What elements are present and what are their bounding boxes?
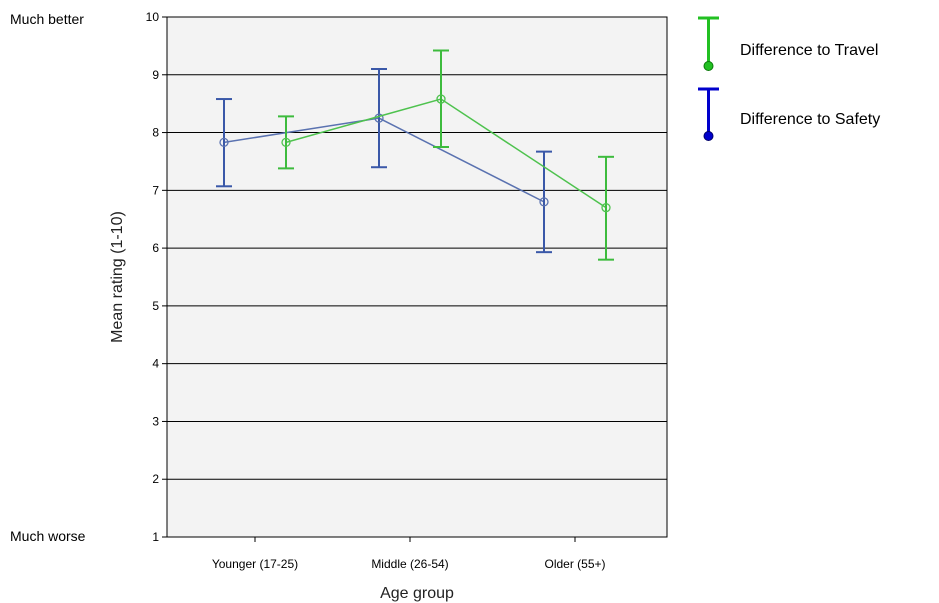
y-axis-title: Mean rating (1-10) [109, 211, 126, 343]
series-difference-to-travel [278, 49, 614, 261]
y-tick-label: 10 [146, 10, 160, 24]
y-tick-label: 4 [152, 357, 159, 371]
y-tick-label: 9 [152, 68, 159, 82]
y-tick-label: 1 [152, 530, 159, 544]
y-tick-label: 5 [152, 299, 159, 313]
legend-label-travel: Difference to Travel [740, 42, 878, 59]
legend-symbol-travel-marker [703, 61, 714, 71]
data-point [219, 137, 229, 148]
side-label-top: Much better [10, 11, 84, 27]
data-point [281, 137, 291, 148]
x-axis-title: Age group [380, 585, 454, 602]
data-point [601, 203, 611, 213]
y-tick-label: 8 [152, 126, 159, 140]
data-point [436, 94, 446, 104]
x-tick-label: Middle (26-54) [371, 557, 448, 571]
x-tick-label: Older (55+) [544, 557, 605, 571]
y-tick-label: 2 [152, 472, 159, 486]
y-tick-label: 7 [152, 183, 159, 197]
data-point [539, 197, 549, 207]
y-tick-label: 3 [152, 414, 159, 428]
legend-label-safety: Difference to Safety [740, 111, 880, 128]
series-difference-to-safety [216, 68, 552, 254]
x-axis: Younger (17-25) Middle (26-54) Older (55+) [212, 537, 606, 571]
legend-item-safety: Difference to Safety [698, 87, 880, 141]
y-axis: 1 2 3 4 5 6 7 8 9 10 [146, 10, 167, 544]
grid-lines [167, 74, 667, 480]
x-tick-label: Younger (17-25) [212, 557, 298, 571]
legend-symbol-safety-marker [703, 131, 714, 141]
plot-area [166, 16, 668, 538]
legend: Difference to Travel Difference to Safet… [698, 16, 880, 141]
series-layer [216, 49, 614, 261]
side-label-bottom: Much worse [10, 528, 86, 544]
y-tick-label: 6 [152, 241, 159, 255]
legend-item-travel: Difference to Travel [698, 16, 878, 71]
